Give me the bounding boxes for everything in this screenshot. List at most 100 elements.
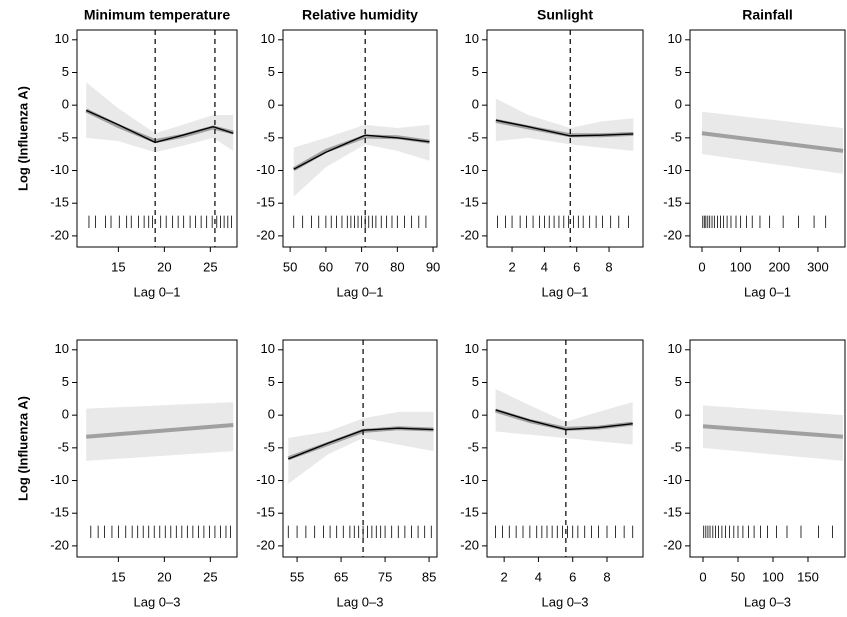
x-axis-label: Lag 0–3: [337, 594, 384, 609]
x-tick-label: 50: [731, 569, 745, 584]
y-tick-label: 10: [465, 341, 479, 356]
panel: 10 5 0 -5 -10 -15 -20 0 100 200 300 Rainfall Lag 0–1: [663, 7, 846, 299]
x-tick-label: 4: [535, 569, 542, 584]
x-tick-label: 0: [699, 569, 706, 584]
y-tick-label: -10: [50, 162, 69, 177]
x-tick-label: 100: [762, 569, 784, 584]
y-tick-label: -20: [663, 537, 682, 552]
plot-area: [701, 111, 844, 229]
plot-area: [287, 340, 434, 557]
y-tick-label: 5: [472, 374, 479, 389]
y-tick-label: -10: [50, 472, 69, 487]
fitted-line: [86, 422, 234, 439]
panel-frame: [689, 339, 846, 558]
y-tick-label: -5: [57, 439, 69, 454]
y-tick-label: -5: [57, 129, 69, 144]
y-tick-label: 0: [268, 97, 275, 112]
y-tick-label: -5: [670, 129, 682, 144]
y-tick-label: 0: [472, 97, 479, 112]
y-tick-label: -20: [50, 227, 69, 242]
panel: 10 5 0 -5 -10 -15 -20 2 4 6 8 Sunlight Lag 0–1: [460, 7, 644, 299]
panel-frame: [282, 29, 438, 248]
y-tick-label: -15: [460, 195, 479, 210]
plot-area: [86, 402, 234, 539]
panel-title: Minimum temperature: [84, 7, 230, 23]
x-tick-label: 25: [203, 259, 217, 274]
confidence-band: [495, 98, 634, 151]
y-tick-label: -20: [256, 537, 275, 552]
panel-frame: [486, 339, 644, 558]
x-tick-label: 15: [111, 569, 125, 584]
panel-title: Sunlight: [537, 7, 593, 23]
confidence-band: [288, 411, 434, 484]
confidence-band: [86, 82, 234, 153]
x-tick-label: 25: [203, 569, 217, 584]
x-tick-label: 100: [730, 259, 752, 274]
panel-frame: [689, 29, 846, 248]
x-tick-label: 200: [768, 259, 790, 274]
y-tick-label: 0: [675, 97, 682, 112]
fitted-line: [495, 409, 633, 431]
x-tick-label: 65: [334, 569, 348, 584]
panel-frame: [76, 29, 238, 248]
y-tick-label: 5: [62, 64, 69, 79]
y-axis-label: Log (Influenza A): [15, 396, 30, 501]
plot-area: [292, 30, 430, 247]
y-tick-label: 10: [668, 341, 682, 356]
x-tick-label: 70: [354, 259, 368, 274]
fitted-line: [702, 424, 844, 439]
x-tick-label: 50: [283, 259, 297, 274]
plot-area: [702, 405, 844, 539]
confidence-band: [495, 389, 633, 445]
y-tick-label: -20: [460, 227, 479, 242]
x-tick-label: 8: [603, 569, 610, 584]
y-tick-label: -10: [663, 162, 682, 177]
y-tick-label: -15: [256, 505, 275, 520]
y-tick-label: -20: [460, 537, 479, 552]
y-tick-label: 0: [675, 407, 682, 422]
y-tick-label: 10: [55, 341, 69, 356]
x-tick-label: 2: [508, 259, 515, 274]
y-tick-label: -5: [263, 129, 275, 144]
panel: 10 5 0 -5 -10 -15 -20 15 20 25 Lag 0–3 Log (Influen…: [15, 339, 238, 609]
x-tick-label: 55: [290, 569, 304, 584]
x-tick-label: 300: [807, 259, 829, 274]
panel-title: Relative humidity: [302, 7, 418, 23]
x-tick-label: 8: [605, 259, 612, 274]
y-tick-label: -10: [460, 472, 479, 487]
x-tick-label: 2: [501, 569, 508, 584]
x-tick-label: 150: [797, 569, 819, 584]
y-tick-label: 0: [62, 407, 69, 422]
panel-frame: [486, 29, 644, 248]
x-tick-label: 15: [111, 259, 125, 274]
fitted-line: [85, 109, 234, 144]
x-axis-label: Lag 0–1: [134, 284, 181, 299]
y-tick-label: 10: [261, 31, 275, 46]
x-axis-label: Lag 0–3: [542, 594, 589, 609]
x-axis-label: Lag 0–1: [337, 284, 384, 299]
x-tick-label: 6: [569, 569, 576, 584]
y-tick-label: -15: [50, 195, 69, 210]
plot-area: [85, 30, 234, 247]
fitted-line: [293, 134, 430, 170]
x-axis-label: Lag 0–3: [744, 594, 791, 609]
panel-title: Rainfall: [742, 7, 793, 23]
x-tick-label: 90: [426, 259, 440, 274]
x-axis-label: Lag 0–3: [134, 594, 181, 609]
y-tick-label: -15: [256, 195, 275, 210]
y-tick-label: -10: [460, 162, 479, 177]
y-tick-label: -5: [263, 439, 275, 454]
confidence-band: [293, 124, 430, 197]
y-tick-label: -10: [663, 472, 682, 487]
fitted-line: [495, 119, 634, 137]
y-tick-label: -5: [467, 439, 479, 454]
fitted-line: [701, 131, 844, 153]
x-tick-label: 85: [422, 569, 436, 584]
y-tick-label: -15: [663, 505, 682, 520]
plot-area: [495, 30, 634, 247]
y-tick-label: -15: [663, 195, 682, 210]
x-axis-label: Lag 0–1: [744, 284, 791, 299]
